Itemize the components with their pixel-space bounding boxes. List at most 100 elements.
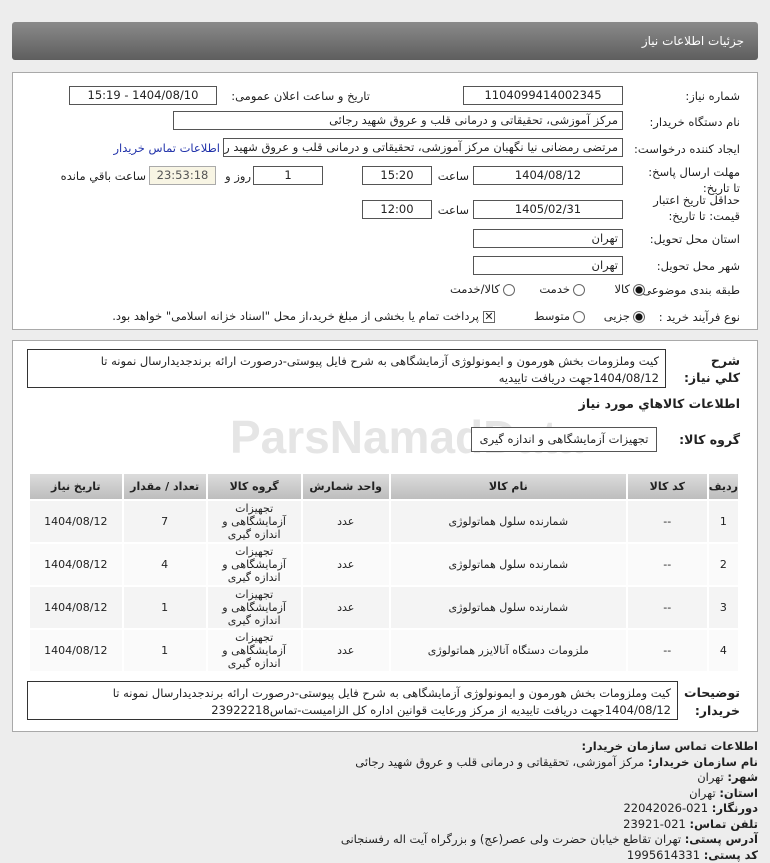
cell-name: شمارنده سلول هماتولوژی <box>390 500 627 543</box>
description-text: کیت وملزومات بخش هورمون و ایمونولوژی آزم… <box>27 349 666 388</box>
cell-unit: عدد <box>302 629 390 672</box>
category-radio-goods[interactable]: کالا <box>614 282 645 296</box>
validity-time-label: ساعت <box>435 203 469 217</box>
radio-icon <box>573 311 585 323</box>
contact-value: تهران <box>689 786 716 800</box>
cell-code: -- <box>627 586 708 629</box>
contact-value: تهران <box>697 770 724 784</box>
contact-item: دورنگار: 021-22042026 <box>58 801 758 817</box>
contact-item: کد پستی: 1995614331 <box>58 848 758 863</box>
contact-key: کد پستی: <box>704 848 758 862</box>
col-unit: واحد شمارش <box>302 473 390 500</box>
table-header-row: ردیف کد کالا نام کالا واحد شمارش گروه کا… <box>29 473 739 500</box>
col-date: تاریخ نیاز <box>29 473 123 500</box>
col-idx: ردیف <box>708 473 739 500</box>
goods-group-label: گروه کالا: <box>679 432 740 447</box>
cell-name: شمارنده سلول هماتولوژی <box>390 543 627 586</box>
cell-code: -- <box>627 500 708 543</box>
buyer-notes-label: توضیحات خریدار: <box>682 684 740 720</box>
page-header: جزئیات اطلاعات نیاز <box>12 22 758 60</box>
contact-key: شهر: <box>727 770 758 784</box>
contact-key: دورنگار: <box>712 801 758 815</box>
radio-selected-icon <box>633 284 645 296</box>
cell-idx: 2 <box>708 543 739 586</box>
payment-checkbox[interactable]: ✕پرداخت تمام یا بخشی از مبلغ خرید،از محل… <box>112 309 495 323</box>
radio-selected-icon <box>633 311 645 323</box>
process-radio-minor[interactable]: جزیی <box>604 309 645 323</box>
contact-item: نام سازمان خریدار: مرکز آموزشی، تحقیقاتی… <box>58 755 758 771</box>
remaining-time-field: 23:53:18 <box>149 166 216 185</box>
contact-key: آدرس پستی: <box>685 832 758 846</box>
cell-idx: 3 <box>708 586 739 629</box>
radio-icon <box>503 284 515 296</box>
need-number-label: شماره نیاز: <box>685 89 740 103</box>
announce-label: تاریخ و ساعت اعلان عمومی: <box>225 89 370 103</box>
contact-title: اطلاعات تماس سازمان خریدار: <box>58 739 758 755</box>
cell-date: 1404/08/12 <box>29 586 123 629</box>
cell-name: شمارنده سلول هماتولوژی <box>390 586 627 629</box>
cell-qty: 7 <box>123 500 207 543</box>
category-radio-service[interactable]: خدمت <box>539 282 585 296</box>
cell-unit: عدد <box>302 500 390 543</box>
contact-value: 1995614331 <box>627 848 700 862</box>
process-label: نوع فرآیند خرید : <box>659 310 740 324</box>
page-title: جزئیات اطلاعات نیاز <box>642 34 744 48</box>
province-label: استان محل تحویل: <box>650 232 740 246</box>
buyer-contact-section: اطلاعات تماس سازمان خریدار: نام سازمان خ… <box>58 739 758 770</box>
days-field[interactable]: 1 <box>253 166 323 185</box>
buyer-contact-link[interactable]: اطلاعات تماس خریدار <box>110 141 220 155</box>
cell-group: تجهیزات آزمایشگاهی و اندازه گیری <box>207 586 302 629</box>
cell-unit: عدد <box>302 543 390 586</box>
deadline-time-label: ساعت <box>435 169 469 183</box>
creator-field[interactable]: مرتضی رمضانی نیا نگهبان مرکز آموزشی، تحق… <box>223 138 623 157</box>
checkbox-checked-icon: ✕ <box>483 311 495 323</box>
category-label: طبقه بندی موضوعی: <box>638 283 740 297</box>
goods-table: ردیف کد کالا نام کالا واحد شمارش گروه کا… <box>28 472 740 673</box>
process-radio-medium[interactable]: متوسط <box>534 309 585 323</box>
contact-item: استان: تهران <box>58 786 758 802</box>
cell-idx: 4 <box>708 629 739 672</box>
days-label: روز و <box>221 169 251 183</box>
buyer-org-label: نام دستگاه خریدار: <box>649 115 740 129</box>
deadline-date-field[interactable]: 1404/08/12 <box>473 166 623 185</box>
validity-time-field[interactable]: 12:00 <box>362 200 432 219</box>
contact-value: تهران تقاطع خیابان حضرت ولی عصر(عج) و بز… <box>341 832 681 846</box>
city-field[interactable]: تهران <box>473 256 623 275</box>
radio-icon <box>573 284 585 296</box>
cell-group: تجهیزات آزمایشگاهی و اندازه گیری <box>207 500 302 543</box>
cell-group: تجهیزات آزمایشگاهی و اندازه گیری <box>207 543 302 586</box>
cell-group: تجهیزات آزمایشگاهی و اندازه گیری <box>207 629 302 672</box>
contact-value: 021-22042026 <box>623 801 708 815</box>
cell-code: -- <box>627 629 708 672</box>
creator-label: ایجاد کننده درخواست: <box>634 142 740 156</box>
validity-label: حداقل تاریخ اعتبار قیمت: تا تاریخ: <box>640 192 740 224</box>
contact-value: 021-23921 <box>623 817 686 831</box>
contact-item: شهر: تهران <box>58 770 758 786</box>
cell-date: 1404/08/12 <box>29 500 123 543</box>
need-number-field[interactable]: 1104099414002345 <box>463 86 623 105</box>
city-label: شهر محل تحویل: <box>657 259 740 273</box>
cell-qty: 4 <box>123 543 207 586</box>
col-group: گروه کالا <box>207 473 302 500</box>
goods-group-field[interactable]: تجهیزات آزمایشگاهی و اندازه گیری <box>471 427 657 452</box>
province-field[interactable]: تهران <box>473 229 623 248</box>
cell-code: -- <box>627 543 708 586</box>
cell-date: 1404/08/12 <box>29 629 123 672</box>
category-radio-goods-service[interactable]: کالا/خدمت <box>450 282 515 296</box>
announce-field[interactable]: 1404/08/10 - 15:19 <box>69 86 217 105</box>
cell-qty: 1 <box>123 586 207 629</box>
contact-key: نام سازمان خریدار: <box>648 755 758 769</box>
cell-qty: 1 <box>123 629 207 672</box>
col-code: کد کالا <box>627 473 708 500</box>
buyer-org-field[interactable]: مرکز آموزشی، تحقیقاتی و درمانی قلب و عرو… <box>173 111 623 130</box>
goods-section-title: اطلاعات کالاهاي مورد نیاز <box>579 396 740 411</box>
deadline-time-field[interactable]: 15:20 <box>362 166 432 185</box>
validity-date-field[interactable]: 1405/02/31 <box>473 200 623 219</box>
cell-idx: 1 <box>708 500 739 543</box>
remaining-label: ساعت باقي مانده <box>48 169 146 183</box>
contact-key: استان: <box>719 786 758 800</box>
